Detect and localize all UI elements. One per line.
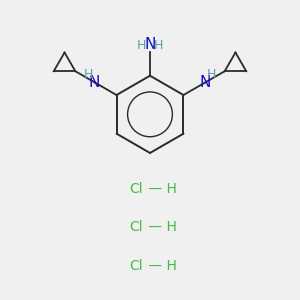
Text: Cl: Cl bbox=[129, 259, 142, 273]
Text: N: N bbox=[200, 75, 211, 90]
Text: N: N bbox=[144, 37, 156, 52]
Text: N: N bbox=[89, 75, 100, 90]
Text: H: H bbox=[84, 68, 93, 81]
Text: H: H bbox=[207, 68, 216, 81]
Text: — H: — H bbox=[144, 259, 177, 273]
Text: H: H bbox=[154, 39, 163, 52]
Text: — H: — H bbox=[144, 220, 177, 234]
Text: — H: — H bbox=[144, 182, 177, 196]
Text: H: H bbox=[137, 39, 146, 52]
Text: Cl: Cl bbox=[129, 182, 142, 196]
Text: Cl: Cl bbox=[129, 220, 142, 234]
